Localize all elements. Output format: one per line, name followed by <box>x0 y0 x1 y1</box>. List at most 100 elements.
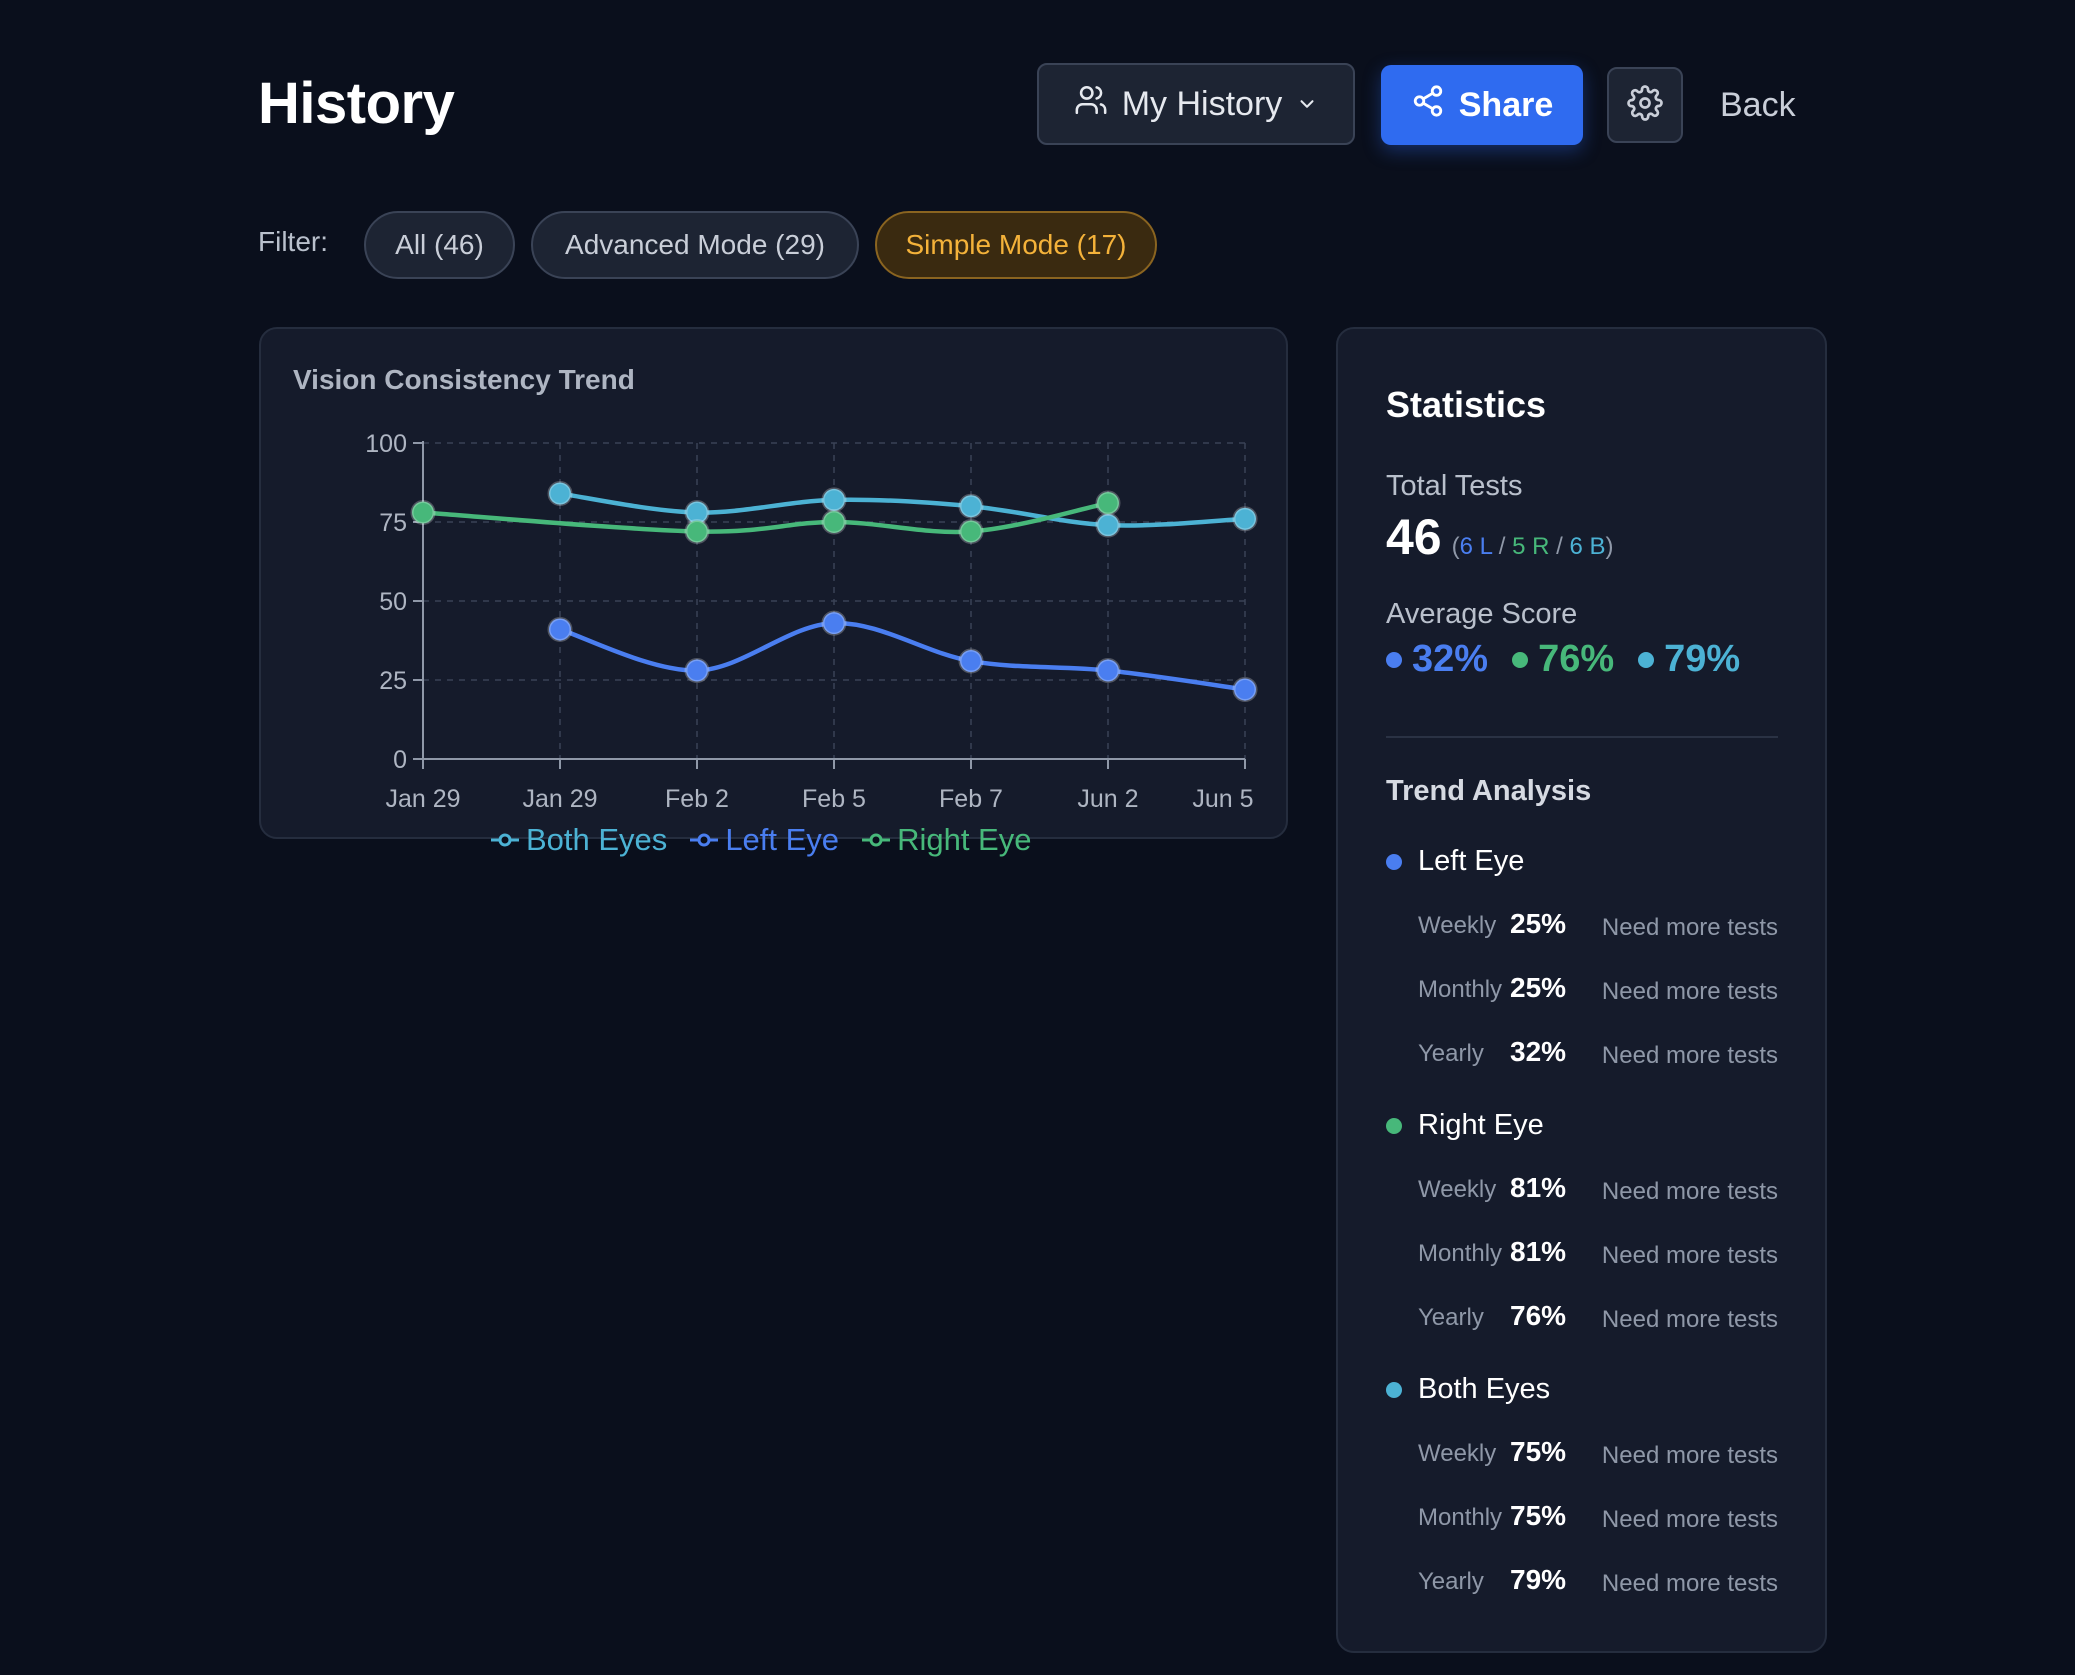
back-button[interactable]: Back <box>1720 86 1796 124</box>
filter-label: Filter: <box>258 226 328 257</box>
x-tick-label: Jun 5 <box>1192 785 1253 813</box>
data-point-right-eye <box>410 500 436 526</box>
data-point-left-eye <box>821 610 847 636</box>
x-tick-label: Feb 2 <box>665 785 729 813</box>
trend-row: Monthly 81% Need more tests <box>1418 1236 1778 1276</box>
trend-row: Monthly 75% Need more tests <box>1418 1500 1778 1540</box>
series-line-right-eye <box>422 500 1109 535</box>
history-select-button[interactable]: My History <box>1037 63 1355 145</box>
trend-period: Weekly <box>1418 912 1497 939</box>
chart-legend: Both Eyes Left Eye Right Eye <box>490 822 1031 858</box>
data-point-right-eye <box>1095 490 1121 516</box>
share-icon <box>1411 84 1445 127</box>
legend-label: Both Eyes <box>526 822 668 857</box>
total-tests-breakdown: (6 L / 5 R / 6 B) <box>1451 533 1614 560</box>
trend-pct: 76% <box>1510 1300 1567 1331</box>
users-icon <box>1074 83 1108 126</box>
trend-chart: 0 25 50 75 100 Jan 29 Jan 29 Feb 2 Feb 5 Feb 7 Jun… <box>365 430 1258 813</box>
share-button[interactable]: Share <box>1381 65 1583 145</box>
trend-row: Yearly 76% Need more tests <box>1418 1300 1778 1340</box>
data-point-both-eyes <box>821 487 847 513</box>
trend-pct: 32% <box>1510 1036 1567 1067</box>
legend-line-icon <box>689 822 719 858</box>
trend-eye-1: Right Eye <box>1386 1109 1544 1142</box>
trend-period: Monthly <box>1418 1504 1503 1531</box>
filter-chip-advanced[interactable]: Advanced Mode (29) <box>531 211 859 279</box>
data-point-left-eye <box>1232 676 1258 702</box>
right-count: 5 R <box>1512 533 1550 560</box>
trend-period: Weekly <box>1418 1440 1497 1467</box>
trend-pct: 75% <box>1510 1500 1567 1531</box>
data-point-right-eye <box>684 518 710 544</box>
trend-note: Need more tests <box>1601 1242 1778 1269</box>
trend-period: Yearly <box>1418 1304 1484 1331</box>
x-tick-label: Jan 29 <box>522 785 597 813</box>
series-line-left-eye <box>559 620 1246 692</box>
data-point-left-eye <box>1095 658 1121 684</box>
legend-line-icon <box>490 822 520 858</box>
legend-label: Left Eye <box>725 822 840 857</box>
trend-analysis-title: Trend Analysis <box>1386 775 1592 807</box>
history-select-label: My History <box>1121 84 1283 123</box>
statistics-title: Statistics <box>1386 384 1547 425</box>
y-tick-label: 75 <box>379 509 407 537</box>
data-point-left-eye <box>958 648 984 674</box>
trend-eye-0: Left Eye <box>1386 845 1524 878</box>
filter-chip-simple[interactable]: Simple Mode (17) <box>875 211 1157 279</box>
y-tick-label: 25 <box>379 667 407 695</box>
legend-item[interactable]: Both Eyes <box>490 822 667 858</box>
trend-row: Weekly 25% Need more tests <box>1418 908 1778 948</box>
trend-period: Weekly <box>1418 1176 1497 1203</box>
trend-note: Need more tests <box>1601 1178 1778 1205</box>
trend-note: Need more tests <box>1601 914 1778 941</box>
y-tick-label: 100 <box>365 430 407 458</box>
share-label: Share <box>1458 85 1554 124</box>
legend-label: Right Eye <box>897 822 1032 857</box>
data-point-both-eyes <box>1232 506 1258 532</box>
total-tests: 46 (6 L / 5 R / 6 B) <box>1386 508 1614 566</box>
data-point-right-eye <box>821 509 847 535</box>
divider <box>1386 736 1778 738</box>
trend-pct: 79% <box>1510 1564 1567 1595</box>
average-dot <box>1386 651 1402 668</box>
gear-icon <box>1627 84 1663 126</box>
trend-period: Monthly <box>1418 1240 1503 1267</box>
eye-name: Right Eye <box>1418 1109 1544 1141</box>
eye-dot <box>1386 1381 1402 1398</box>
average-score-1: 76% <box>1512 638 1614 681</box>
legend-item[interactable]: Right Eye <box>861 822 1031 858</box>
settings-button[interactable] <box>1607 67 1683 143</box>
x-tick-label: Feb 7 <box>939 785 1003 813</box>
trend-row: Yearly 32% Need more tests <box>1418 1036 1778 1076</box>
trend-pct: 81% <box>1510 1172 1567 1203</box>
average-score-0: 32% <box>1386 638 1488 681</box>
x-tick-label: Feb 5 <box>802 785 866 813</box>
statistics-card <box>1336 327 1827 1653</box>
trend-period: Yearly <box>1418 1040 1484 1067</box>
trend-period: Monthly <box>1418 976 1503 1003</box>
series-line-both-eyes <box>559 491 1246 528</box>
trend-row: Yearly 79% Need more tests <box>1418 1564 1778 1604</box>
trend-note: Need more tests <box>1601 1570 1778 1597</box>
trend-note: Need more tests <box>1601 1506 1778 1533</box>
y-tick-label: 50 <box>379 588 407 616</box>
x-tick-label: Jan 29 <box>385 785 460 813</box>
average-dot <box>1512 651 1529 668</box>
y-tick-label: 0 <box>393 746 407 774</box>
trend-pct: 25% <box>1510 908 1567 939</box>
trend-row: Weekly 81% Need more tests <box>1418 1172 1778 1212</box>
data-point-both-eyes <box>1095 512 1121 538</box>
filter-chip-all[interactable]: All (46) <box>364 211 515 279</box>
average-score-2: 79% <box>1638 638 1740 681</box>
trend-row: Weekly 75% Need more tests <box>1418 1436 1778 1476</box>
trend-note: Need more tests <box>1601 1042 1778 1069</box>
data-point-left-eye <box>684 658 710 684</box>
data-point-left-eye <box>547 616 573 642</box>
eye-name: Both Eyes <box>1418 1373 1551 1405</box>
legend-item[interactable]: Left Eye <box>689 822 839 858</box>
chart-card <box>259 327 1288 839</box>
trend-eye-2: Both Eyes <box>1386 1373 1550 1406</box>
average-score-label: Average Score <box>1386 598 1578 630</box>
eye-dot <box>1386 853 1402 870</box>
eye-name: Left Eye <box>1418 845 1525 877</box>
